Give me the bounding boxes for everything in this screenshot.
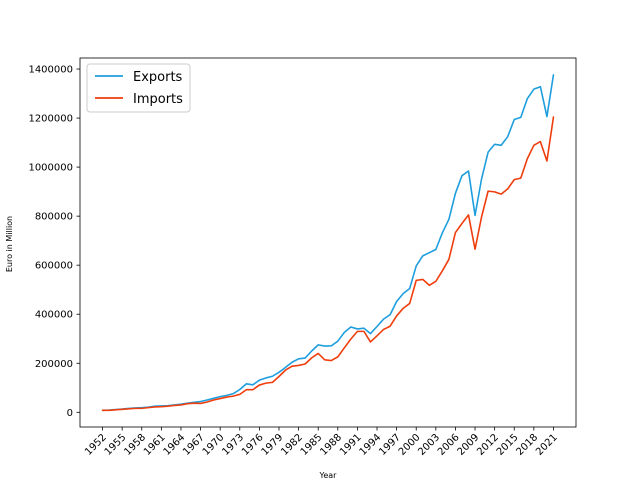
legend-label-exports: Exports <box>133 70 183 85</box>
y-tick-label: 200000 <box>35 359 73 370</box>
y-axis-label: Euro in Million <box>5 216 14 272</box>
y-tick-label: 800000 <box>35 212 73 223</box>
y-tick-label: 1400000 <box>28 65 73 76</box>
plot-area <box>79 57 577 428</box>
y-axis: 0 200000 400000 600000 800000 1000000 1200000 1… <box>28 65 80 419</box>
y-tick-label: 0 <box>67 408 73 419</box>
y-tick-label: 400000 <box>35 310 73 321</box>
series-layer <box>101 74 555 412</box>
y-tick-label: 1200000 <box>28 114 73 125</box>
y-tick-label: 600000 <box>35 261 73 272</box>
plot-frame <box>79 57 577 428</box>
series-line-imports <box>101 116 555 412</box>
legend-label-imports: Imports <box>133 92 183 107</box>
legend: Exports Imports <box>86 63 191 113</box>
y-tick-label: 1000000 <box>28 163 73 174</box>
x-axis-label: Year <box>319 471 338 480</box>
